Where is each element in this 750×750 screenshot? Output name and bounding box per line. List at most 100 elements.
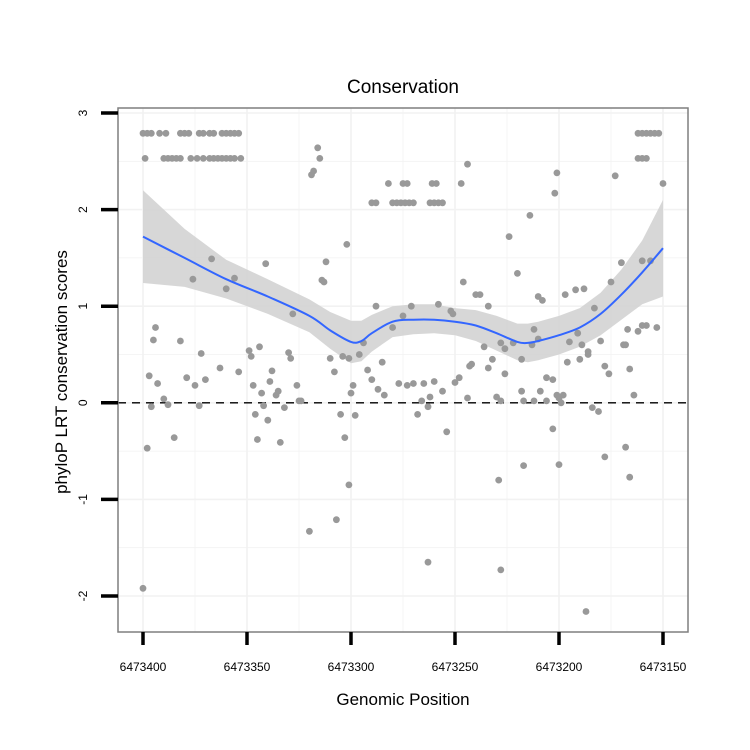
data-point (468, 360, 475, 368)
data-point (439, 199, 446, 207)
data-point (160, 395, 168, 403)
data-point (202, 376, 209, 383)
data-point (374, 385, 382, 393)
data-point (289, 310, 297, 318)
data-point (655, 129, 663, 137)
data-point (251, 411, 259, 418)
data-point (285, 349, 292, 356)
data-point (245, 347, 253, 354)
data-point (518, 355, 525, 363)
data-point (314, 144, 322, 152)
x-tick-label: 6473200 (536, 660, 583, 674)
data-point (347, 389, 355, 397)
data-point (451, 379, 459, 386)
data-point (634, 327, 642, 335)
data-point (424, 558, 432, 566)
data-point (139, 584, 147, 592)
data-point (626, 473, 634, 481)
data-point (322, 258, 330, 266)
data-point (595, 408, 602, 415)
data-point (653, 324, 661, 331)
data-point (231, 155, 238, 162)
data-point (630, 391, 638, 399)
data-point (355, 351, 363, 358)
data-point (578, 341, 586, 349)
data-point (191, 382, 199, 389)
data-point (368, 376, 376, 383)
data-point (364, 366, 371, 374)
data-point (216, 364, 224, 372)
data-point (266, 378, 274, 385)
data-point (260, 402, 267, 410)
data-point (345, 481, 353, 489)
data-point (264, 416, 272, 424)
data-point (495, 476, 503, 484)
data-point (183, 374, 191, 382)
data-point (464, 160, 471, 168)
data-point (189, 275, 197, 283)
data-point (187, 155, 195, 162)
x-axis-ticks: 6473400 6473350 6473300 6473250 6473200 64731… (120, 632, 687, 674)
data-point (343, 241, 351, 248)
data-point (199, 129, 207, 137)
data-point (254, 436, 261, 443)
data-point (276, 439, 284, 446)
data-point (249, 382, 257, 389)
data-point (514, 270, 521, 277)
data-point (247, 353, 255, 360)
y-tick-label: 3 (76, 109, 90, 116)
data-point (643, 155, 650, 162)
data-point (237, 155, 245, 162)
data-point (197, 350, 205, 357)
data-point (638, 257, 646, 265)
data-point (293, 382, 301, 389)
data-point (145, 372, 153, 380)
data-point (455, 374, 463, 382)
data-point (601, 453, 609, 461)
y-tick-label: 1 (76, 303, 90, 310)
data-point (195, 402, 203, 410)
data-point (235, 129, 243, 137)
data-point (530, 326, 538, 333)
data-point (164, 401, 172, 409)
y-tick-label: -1 (76, 494, 90, 505)
data-point (177, 155, 184, 162)
data-point (231, 274, 238, 282)
data-point (306, 527, 313, 535)
data-point (407, 302, 415, 310)
data-point (443, 428, 451, 436)
y-tick-label: 2 (76, 206, 90, 213)
loess-smooth-line (142, 235, 664, 345)
data-point (543, 374, 550, 382)
data-point (572, 286, 579, 294)
y-tick-label: -2 (76, 590, 90, 601)
data-point (584, 351, 592, 358)
data-point (539, 297, 546, 304)
data-point (432, 180, 440, 187)
data-point (497, 397, 505, 405)
data-point (601, 362, 609, 370)
data-point (256, 343, 263, 351)
data-point (605, 370, 613, 378)
data-point (147, 129, 155, 137)
data-point (351, 412, 359, 419)
data-point (520, 397, 527, 405)
data-point (410, 380, 417, 387)
data-point (339, 353, 347, 360)
data-point (536, 387, 544, 395)
x-tick-label: 6473300 (328, 660, 375, 674)
data-point (372, 199, 380, 207)
data-point (497, 339, 505, 347)
x-tick-label: 6473350 (224, 660, 271, 674)
x-tick-label: 6473250 (432, 660, 479, 674)
data-point (349, 382, 357, 389)
data-point (326, 355, 334, 362)
confidence-band-layer (143, 190, 663, 364)
data-point (424, 403, 432, 411)
data-point (549, 425, 557, 433)
data-point (262, 260, 270, 268)
data-point (385, 180, 392, 187)
data-point (320, 278, 328, 286)
data-point (380, 391, 388, 399)
